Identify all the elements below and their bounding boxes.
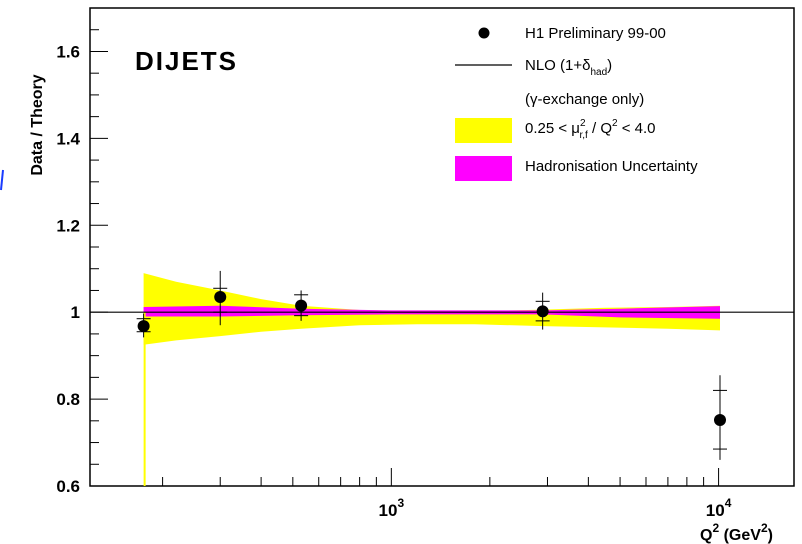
data-point: [713, 375, 727, 460]
legend-magenta-box: [455, 156, 512, 181]
x-axis: 103 104: [162, 468, 732, 520]
data-marker: [295, 299, 308, 312]
points-layer: [136, 270, 727, 460]
y-tick-label: 1.2: [56, 216, 80, 235]
y-axis: 0.6 0.8 1 1.2 1.4 1.6: [56, 7, 108, 496]
data-marker: [714, 413, 726, 426]
legend-entry: H1 Preliminary 99-00: [478, 25, 666, 42]
chart-title: DIJETS: [135, 46, 238, 76]
legend-label: (γ-exchange only): [525, 91, 644, 108]
x-axis-title: Q2 (GeV2): [700, 521, 773, 544]
plot-frame: [89, 7, 795, 487]
data-point: [213, 270, 228, 326]
scale-uncertainty-band: [143, 273, 721, 345]
legend: H1 Preliminary 99-00 NLO (1+δhad) (γ-excha…: [455, 25, 698, 181]
legend-marker: [478, 27, 490, 39]
y-tick-label: 0.8: [56, 390, 80, 409]
data-marker: [137, 320, 150, 333]
svg-text:Q2 (GeV2): Q2 (GeV2): [700, 521, 773, 544]
x-tick-label: 104: [706, 496, 732, 520]
y-tick-label: 1.4: [56, 129, 80, 148]
legend-entry: 0.25 < μ2 r,f / Q2 < 4.0: [455, 118, 656, 143]
legend-label: Hadronisation Uncertainty: [525, 158, 698, 175]
legend-label: NLO (1+δhad): [525, 57, 612, 78]
data-marker: [536, 305, 549, 318]
legend-label: 0.25 < μ2 r,f / Q2 < 4.0: [525, 118, 656, 141]
x-tick-label: 103: [379, 496, 405, 520]
scale-band-edge: [143, 312, 146, 486]
legend-label: H1 Preliminary 99-00: [525, 25, 666, 42]
data-marker: [214, 290, 227, 303]
bands-layer: [143, 273, 721, 486]
y-tick-label: 0.6: [56, 477, 80, 496]
legend-entry: NLO (1+δhad): [455, 57, 612, 78]
legend-yellow-box: [455, 118, 512, 143]
data-point: [535, 292, 550, 330]
data-point: [136, 313, 151, 338]
legend-entry: (γ-exchange only): [525, 91, 644, 108]
edge-mark: [0, 169, 4, 191]
y-tick-label: 1: [71, 303, 80, 322]
data-point: [294, 290, 309, 321]
legend-entry: Hadronisation Uncertainty: [455, 156, 698, 181]
y-axis-title: Data / Theory: [29, 74, 46, 175]
y-tick-label: 1.6: [56, 42, 80, 61]
